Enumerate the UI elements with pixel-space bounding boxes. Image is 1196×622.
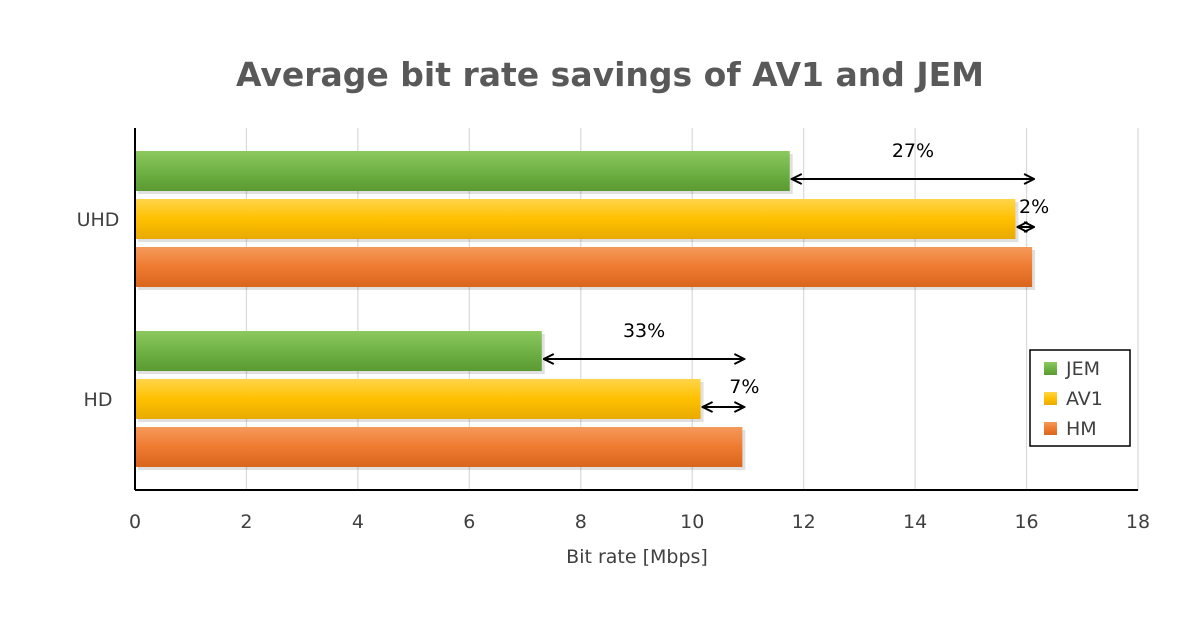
- x-tick-label: 16: [1014, 511, 1038, 533]
- x-tick-label: 18: [1126, 511, 1150, 533]
- category-label: HD: [84, 389, 113, 411]
- x-tick-label: 12: [792, 511, 816, 533]
- savings-label: 2%: [1019, 196, 1049, 218]
- bar-jem-uhd: [135, 151, 790, 191]
- legend-label: AV1: [1066, 388, 1103, 410]
- legend-swatch-jem: [1044, 362, 1057, 375]
- savings-label: 33%: [623, 320, 665, 342]
- legend-label: JEM: [1065, 358, 1100, 380]
- x-tick-label: 10: [680, 511, 704, 533]
- savings-label: 7%: [729, 376, 759, 398]
- annotations: 27% 2% 33% 7%: [544, 140, 1049, 407]
- bar-jem-hd: [135, 331, 542, 371]
- bar-av1-uhd: [135, 199, 1016, 239]
- legend-swatch-av1: [1044, 392, 1057, 405]
- legend-swatch-hm: [1044, 422, 1057, 435]
- x-tick-label: 6: [463, 511, 475, 533]
- x-tick-label: 2: [240, 511, 252, 533]
- x-axis-label: Bit rate [Mbps]: [566, 546, 708, 568]
- legend: JEM AV1 HM: [1029, 349, 1131, 447]
- x-tick-label: 8: [575, 511, 587, 533]
- savings-label: 27%: [892, 140, 934, 162]
- bar-av1-hd: [135, 379, 701, 419]
- x-tick-label: 0: [129, 511, 141, 533]
- x-tick-label: 4: [352, 511, 364, 533]
- legend-label: HM: [1066, 418, 1097, 440]
- bar-hm-uhd: [135, 247, 1033, 287]
- x-tick-label: 14: [903, 511, 927, 533]
- bar-hm-hd: [135, 427, 743, 467]
- chart-title: Average bit rate savings of AV1 and JEM: [236, 55, 984, 94]
- axes: 0 2 4 6 8 10 12 14 16 18 UHD HD: [77, 128, 1150, 533]
- bars: [135, 151, 1036, 470]
- category-label: UHD: [77, 209, 120, 231]
